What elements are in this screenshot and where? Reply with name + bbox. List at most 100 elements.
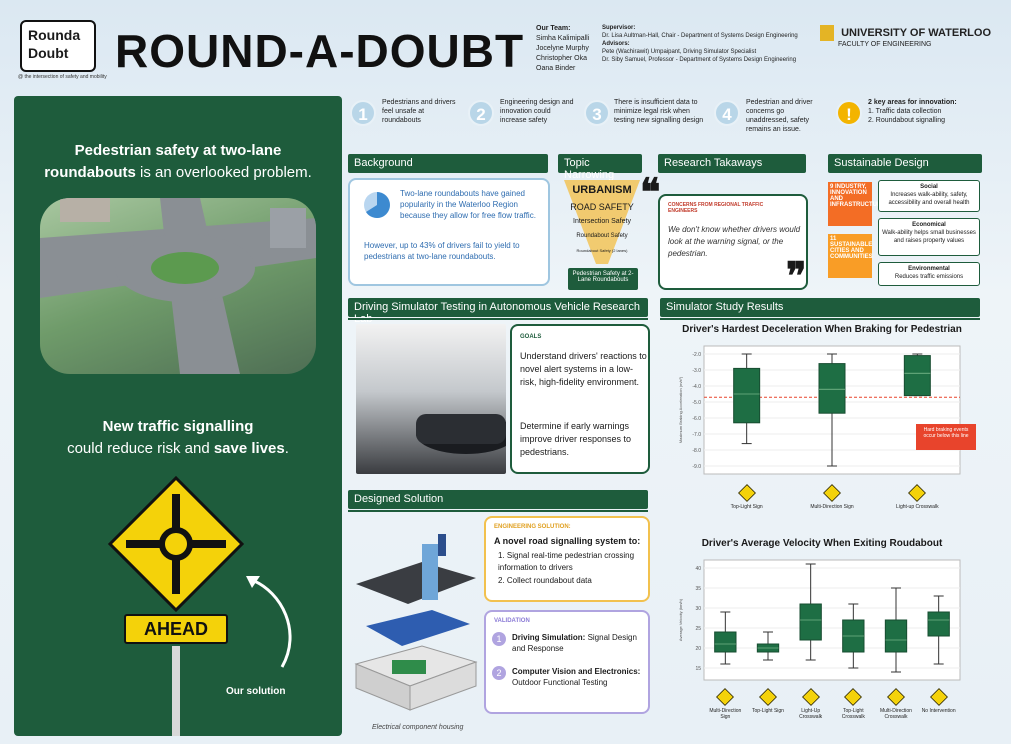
background-card: Two-lane roundabouts have gained popular… [348, 178, 550, 286]
step-4-text: Pedestrian and driver concerns go unaddr… [746, 99, 813, 133]
social-box: Social Increases walk-ability, safety, ac… [878, 180, 980, 212]
category-label: No Intervention [921, 708, 956, 714]
plot-area [703, 559, 961, 681]
sign-icon [908, 484, 927, 502]
category-label: Multi-Direction Crosswalk [880, 708, 912, 720]
category-label: Top-Light Crosswalk [841, 708, 865, 720]
step-key-text: 2 key areas for innovation: 1. Traffic d… [868, 99, 957, 124]
category-label: Top-Light Sign [730, 504, 763, 510]
sign-icon [759, 688, 777, 706]
topic-header: Topic Narrowing [558, 154, 642, 181]
box-2 [903, 355, 931, 397]
box-0 [714, 631, 737, 653]
chart1-deceleration: -2.0 -3.0 -4.0 -5.0 -6.0 -7.0 -8.0 -9.0 Maximum … [678, 345, 961, 475]
left-panel: Pedestrian safety at two-lane roundabout… [14, 96, 342, 736]
y-tick-label: 30 [695, 606, 701, 612]
chart2-velocity: 15 20 25 30 35 40 Average Velocity (km/h) [678, 559, 961, 681]
box-0 [733, 367, 761, 424]
y-tick-label: -6.0 [692, 416, 701, 422]
results-header: Simulator Study Results [660, 298, 980, 317]
sign-icon [801, 688, 820, 706]
left-headline: Pedestrian safety at two-lane roundabout… [44, 142, 312, 181]
y-tick-label: -4.0 [692, 384, 701, 390]
roundabout-image [40, 198, 316, 374]
topic-funnel: URBANISM ROAD SAFETY Intersection Safety… [560, 178, 644, 290]
sustainable-header: Sustainable Design [828, 154, 982, 173]
y-axis-label: Maximum Braking Acceleration (m/s²) [678, 376, 683, 443]
y-tick-label: -8.0 [692, 448, 701, 454]
sign-icon [716, 688, 735, 706]
sdg-9-icon: 9 INDUSTRY, INNOVATION AND INFRASTRUCTUR… [828, 182, 885, 226]
supervisors: Supervisor: Dr. Lisa Aultman-Hall, Chair… [602, 25, 798, 63]
step-1-text: Pedestrians and drivers feel unsafe at r… [382, 99, 456, 124]
sign-icon [929, 688, 948, 706]
warning-sign-icon [107, 475, 245, 613]
category-1: Multi-Direction Sign [789, 484, 874, 510]
device-illustration [354, 534, 478, 711]
y-tick-label: -9.0 [692, 464, 701, 470]
category-4: Multi-Direction Crosswalk [875, 688, 918, 720]
chart2-categories: Multi-Direction Sign Top-Light Sign Light-… [676, 688, 966, 742]
validation-2-icon: 2 [492, 666, 506, 680]
category-5: No Intervention [917, 688, 960, 714]
chart2-title: Driver's Average Velocity When Exiting R… [701, 538, 943, 549]
category-label: Top-Light Sign [752, 708, 784, 714]
y-tick-label: -7.0 [692, 432, 701, 438]
step-key-icon: ! [836, 100, 862, 126]
box-2 [799, 603, 822, 641]
chart1-categories: Top-Light Sign Multi-Direction Sign Light-… [676, 484, 966, 524]
box-4 [884, 619, 908, 653]
ahead-sign: AHEAD [124, 614, 228, 644]
y-axis-label: Average Velocity (km/h) [678, 598, 683, 641]
pie-icon [364, 192, 390, 218]
quote-open-icon: ❝ [640, 172, 661, 214]
y-tick-label: -2.0 [692, 352, 701, 358]
category-label: Light-Up Crosswalk [799, 708, 823, 720]
category-label: Light-up Crosswalk [896, 504, 939, 510]
simulator-header: Driving Simulator Testing in Autonomous … [348, 298, 648, 325]
step-4-icon: 4 [714, 100, 740, 126]
engineering-card: ENGINEERING SOLUTION: A novel road signa… [484, 516, 650, 602]
category-2: Light-up Crosswalk [875, 484, 960, 510]
university-logo: UNIVERSITY OF WATERLOO FACULTY OF ENGINE… [820, 25, 991, 48]
step-2-text: Engineering design and innovation could … [500, 99, 574, 124]
research-header: Research Takaways [658, 154, 806, 173]
background-header: Background [348, 154, 548, 173]
hard-braking-note: Hard braking events occur below this lin… [916, 424, 976, 450]
y-tick-label: 25 [695, 626, 701, 632]
step-3-text: There is insufficient data to minimize l… [614, 99, 704, 124]
chart1-title: Driver's Hardest Deceleration When Braki… [682, 324, 962, 335]
y-tick-label: 40 [695, 566, 701, 572]
y-tick-label: 15 [695, 666, 701, 672]
category-3: Top-Light Crosswalk [832, 688, 875, 720]
validation-1-icon: 1 [492, 632, 506, 646]
step-1-icon: 1 [350, 100, 376, 126]
quote-close-icon: ❞ [786, 256, 807, 298]
goals-card: GOALS Understand drivers' reactions to n… [510, 324, 650, 474]
arrow-icon [246, 576, 292, 668]
page-title: ROUND-A-DOUBT [115, 25, 525, 77]
tagline: @ the intersection of safety and mobilit… [18, 74, 107, 80]
category-label: Multi-Direction Sign [810, 504, 854, 510]
category-2: Light-Up Crosswalk [789, 688, 832, 720]
housing-caption: Electrical component housing [372, 724, 464, 731]
research-card: CONCERNS FROM REGIONAL TRAFFIC ENGINEERS… [658, 194, 808, 290]
environmental-box: Environmental Reduces traffic emissions [878, 262, 980, 286]
simulator-photo [356, 324, 516, 474]
category-label: Multi-Direction Sign [709, 708, 742, 720]
sign-pole [172, 646, 180, 736]
sign-icon [823, 484, 841, 502]
step-2-icon: 2 [468, 100, 494, 126]
step-3-icon: 3 [584, 100, 610, 126]
design-header: Designed Solution [348, 490, 648, 509]
validation-card: VALIDATION 1 Driving Simulation: Signal … [484, 610, 650, 714]
left-mid-text: New traffic signalling could reduce risk… [67, 418, 289, 457]
box-5 [927, 611, 950, 637]
team-list: Our Team: Simha Kalimipalli Jocelyne Murp… [536, 25, 590, 72]
category-0: Top-Light Sign [704, 484, 789, 510]
our-solution-label: Our solution [226, 686, 286, 697]
sign-icon [844, 688, 863, 706]
category-1: Top-Light Sign [747, 688, 790, 714]
y-tick-label: 35 [695, 586, 701, 592]
y-tick-label: -5.0 [692, 400, 701, 406]
